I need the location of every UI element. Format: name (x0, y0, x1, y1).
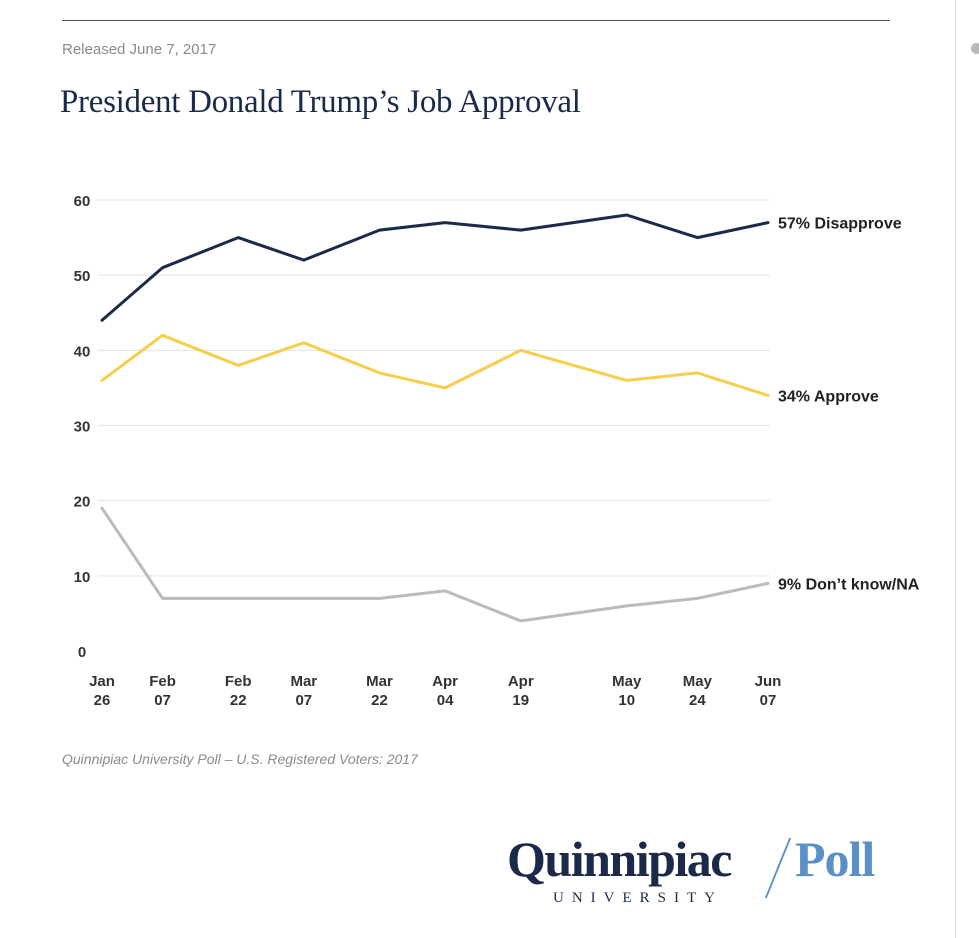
x-tick-label: Jun 07 (755, 673, 782, 709)
x-tick-label: Jan 26 (89, 673, 115, 709)
x-tick-label: Feb 07 (149, 673, 176, 709)
source-note: Quinnipiac University Poll – U.S. Regist… (62, 751, 418, 767)
y-tick-label: 30 (74, 419, 91, 436)
x-tick-label: Feb 22 (225, 673, 252, 709)
x-tick-label: Apr 19 (508, 673, 534, 709)
grid-lines (98, 199, 770, 577)
logo-wordmark-quinnipiac: Quinnipiac (507, 831, 733, 887)
series-label-0: 57% Disapprove (778, 216, 902, 233)
logo-slash (764, 838, 792, 898)
release-date: Released June 7, 2017 (62, 41, 217, 58)
x-tick-label: Mar 22 (366, 673, 393, 709)
series-labels: 57% Disapprove 34% Approve 9% Don’t know/N… (778, 216, 920, 594)
frame-border (955, 0, 956, 938)
x-axis-ticks: Jan 26 Feb 07 Feb 22 Mar 07 Mar 22 Apr 04 Apr 19 May 10… (89, 673, 781, 709)
chart-title: President Donald Trump’s Job Approval (60, 84, 581, 120)
approval-line-chart: 0 10 20 30 40 50 60 Jan 26 Feb 07 Feb 22 Mar 07 Mar 22 A… (74, 193, 920, 709)
series-lines (100, 213, 770, 623)
y-tick-label: 20 (74, 494, 91, 511)
series-label-2: 9% Don’t know/NA (778, 576, 920, 593)
y-tick-label: 10 (74, 569, 91, 586)
x-tick-label: May 24 (683, 673, 713, 709)
series-line-2 (100, 506, 770, 623)
logo-wordmark-poll: Poll (795, 831, 875, 887)
x-tick-label: Apr 04 (432, 673, 458, 709)
top-divider (62, 20, 890, 21)
y-axis-ticks: 0 10 20 30 40 50 60 (74, 193, 91, 661)
series-line-1 (100, 333, 770, 397)
y-tick-label: 40 (74, 343, 91, 360)
y-tick-label: 50 (74, 268, 91, 285)
x-tick-label: Mar 07 (290, 673, 317, 709)
series-line-0 (100, 213, 770, 322)
y-tick-label: 60 (74, 193, 91, 210)
y-tick-label: 0 (78, 644, 86, 661)
series-label-1: 34% Approve (778, 388, 879, 405)
x-tick-label: May 10 (612, 673, 642, 709)
logo-university: UNIVERSITY (553, 890, 723, 906)
scroll-indicator-dot (971, 43, 979, 54)
